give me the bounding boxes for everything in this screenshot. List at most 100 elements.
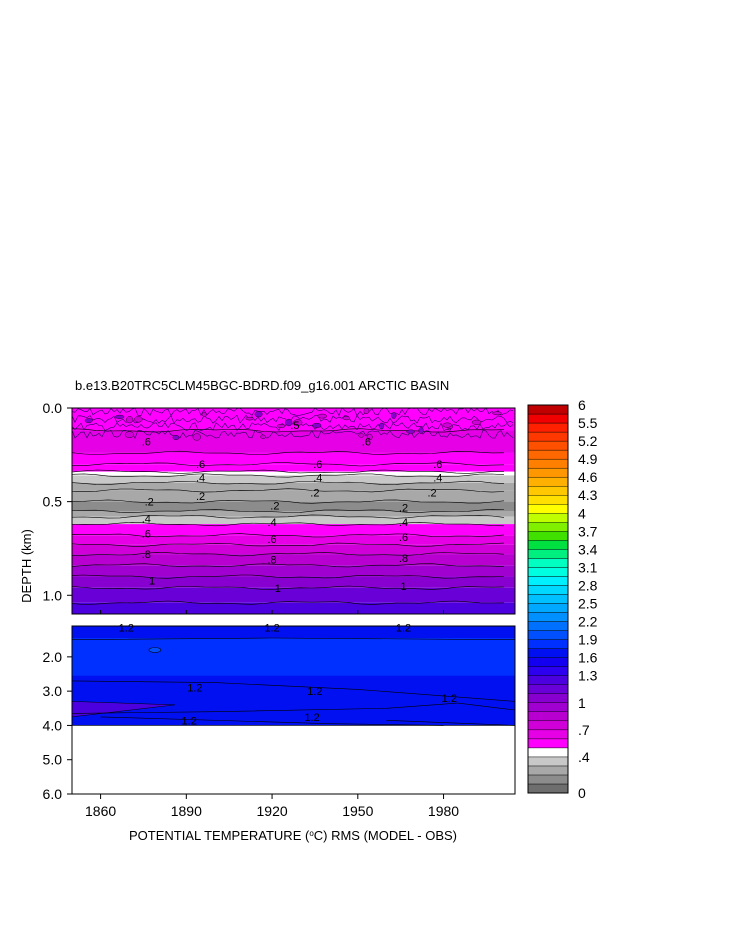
contour-label: 1 [149,575,155,587]
lower-deep-field [72,675,515,726]
colorbar-cell [527,747,569,758]
colorbar-cell [527,720,569,731]
contour-line [71,585,505,590]
surface-contour [71,422,514,432]
contour-label: .8 [399,553,408,565]
contour-line [71,462,505,467]
colorbar-tick-label: 4 [578,505,586,521]
colorbar-cell [527,531,569,541]
contour-line [71,680,516,702]
colorbar-cell [527,413,569,424]
contour-label: .6 [362,437,371,449]
x-axis-label-unit: o [309,829,314,838]
surface-cell [492,411,502,416]
surface-cell [312,422,322,428]
contour-line [386,720,516,726]
surface-cell [342,416,350,421]
colorbar-tick-label: 6 [578,397,586,413]
colorbar-cell [527,431,569,442]
colorbar-cell [527,540,569,550]
colorbar-cell [527,603,569,613]
upper-band [72,482,515,491]
contour-label: 1.2 [307,686,322,698]
upper-band [72,430,515,453]
upper-panel: .6.6.5.6.6.6.4.4.4.2.2.2.2.2.2.4.4.4.6.6… [71,407,516,615]
colorbar: 0 .4 .7 1 1.3 1.6 1.9 2.2 2.5 2.8 3.1 3.4 3.7 4 4.3 4.6… [527,397,598,801]
colorbar-cell [527,630,569,640]
colorbar-cell [527,504,569,514]
colorbar-cell [527,711,569,722]
colorbar-cell [527,513,569,523]
contour-label: 1 [275,583,281,595]
upper-band [72,475,515,483]
contour-label: .2 [145,497,154,509]
colorbar-cell [527,693,569,703]
contour-line [71,450,505,455]
contour-label: .6 [433,459,442,471]
contour-label: .4 [313,472,322,484]
upper-band [72,554,515,566]
y-tick-label: 0.0 [43,400,63,416]
contour-label: .2 [196,491,205,503]
upper-band [72,490,515,502]
colorbar-cell [527,422,569,433]
contour-label: .6 [142,529,151,541]
colorbar-cell [527,467,569,478]
contour-label: .8 [142,549,151,561]
contour-label: 1.2 [304,712,319,724]
y-tick-label: 4.0 [43,717,63,733]
upper-band [72,587,515,603]
colorbar-cell [527,774,569,785]
colorbar-cell [527,738,569,749]
contour-line [71,480,505,485]
contour-line [100,716,444,726]
lower-top-strip [72,626,515,638]
colorbar-cell [527,549,569,559]
colorbar-cell [527,675,569,685]
colorbar-cell [527,449,569,460]
colorbar-cell [527,522,569,532]
colorbar-tick-label: 4.6 [578,469,598,485]
colorbar-cell [527,729,569,740]
colorbar-cell [527,594,569,604]
contour-label: .5 [290,420,299,432]
upper-band [72,464,515,472]
colorbar-tick-label: 3.7 [578,523,598,539]
contour-label: 1.2 [264,623,279,635]
colorbar-tick-label: 2.2 [578,614,598,630]
y-tick-label: 6.0 [43,786,63,802]
y-axis-lower: 2.0 3.0 4.0 5.0 6.0 [43,649,72,802]
y-axis-upper: 0.0 0.5 1.0 [43,400,72,603]
contour-line [71,499,505,504]
contour-label: 1.2 [119,623,134,635]
contour-label: .4 [142,514,151,526]
surface-cell [124,431,135,439]
colorbar-cell [527,567,569,577]
upper-band [72,501,515,511]
upper-band [72,524,515,536]
colorbar-tick-label: 5.5 [578,415,598,431]
x-tick-label: 1980 [428,803,459,819]
surface-cell [363,408,370,414]
contour-line [71,508,505,514]
contour-line [71,552,505,557]
colorbar-tick-label: 0 [578,785,586,801]
colorbar-cell [527,585,569,595]
upper-band [72,565,515,577]
surface-cell [172,435,180,441]
x-axis-label-prefix: POTENTIAL TEMPERATURE ( [129,828,310,843]
y-tick-label: 3.0 [43,683,63,699]
y-tick-label: 0.5 [43,494,63,510]
contour-line [71,488,505,493]
upper-band [72,471,515,476]
colorbar-cell [527,648,569,658]
surface-cell [418,427,424,434]
contour-line [71,428,505,433]
colorbar-tick-label: 4.3 [578,487,598,503]
surface-contour [71,429,514,439]
contour-line [71,574,505,579]
colorbar-cell [527,440,569,451]
colorbar-tick-label: 2.5 [578,596,598,612]
contour-label: .6 [196,459,205,471]
contour-line [71,637,516,640]
